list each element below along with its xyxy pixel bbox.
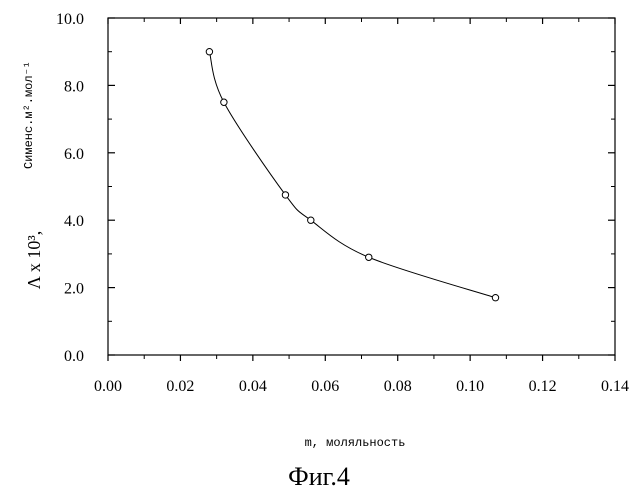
y-axis-title: Λ x 10³, Сименс.м².мол⁻¹	[22, 61, 44, 289]
y-axis-title-main: Λ x 10³,	[24, 231, 44, 289]
x-tick-label: 0.06	[311, 378, 339, 395]
x-tick-label: 0.14	[601, 378, 629, 395]
y-tick-label: 0.0	[64, 348, 84, 365]
plot-frame	[108, 18, 615, 355]
data-point	[282, 192, 288, 198]
x-tick-label: 0.08	[384, 378, 412, 395]
data-point	[308, 217, 314, 223]
chart: 0.00 0.02 0.04 0.06 0.08 0.10 0.12 0.14 0.0 2.0 4…	[0, 0, 638, 460]
y-tick-label: 10.0	[56, 11, 84, 28]
y-tick-label: 6.0	[64, 146, 84, 163]
data-point	[492, 295, 498, 301]
data-point	[221, 99, 227, 105]
figure-caption: Фиг.4	[0, 462, 638, 492]
series-line	[209, 52, 495, 298]
y-axis-tick-labels: 0.0 2.0 4.0 6.0 8.0 10.0	[56, 11, 84, 365]
x-tick-label: 0.00	[94, 378, 122, 395]
y-tick-label: 2.0	[64, 281, 84, 298]
data-points	[206, 49, 498, 301]
y-axis-title-units: Сименс.м².мол⁻¹	[22, 61, 36, 169]
x-tick-label: 0.02	[166, 378, 194, 395]
y-tick-label: 4.0	[64, 213, 84, 230]
y-axis-ticks	[108, 18, 615, 355]
x-tick-label: 0.10	[456, 378, 484, 395]
data-point	[366, 254, 372, 260]
x-tick-label: 0.04	[239, 378, 267, 395]
y-tick-label: 8.0	[64, 78, 84, 95]
x-axis-title: m, моляльность	[305, 436, 406, 450]
data-point	[206, 49, 212, 55]
x-axis-ticks	[108, 18, 615, 361]
x-tick-label: 0.12	[529, 378, 557, 395]
x-axis-tick-labels: 0.00 0.02 0.04 0.06 0.08 0.10 0.12 0.14	[94, 378, 629, 395]
